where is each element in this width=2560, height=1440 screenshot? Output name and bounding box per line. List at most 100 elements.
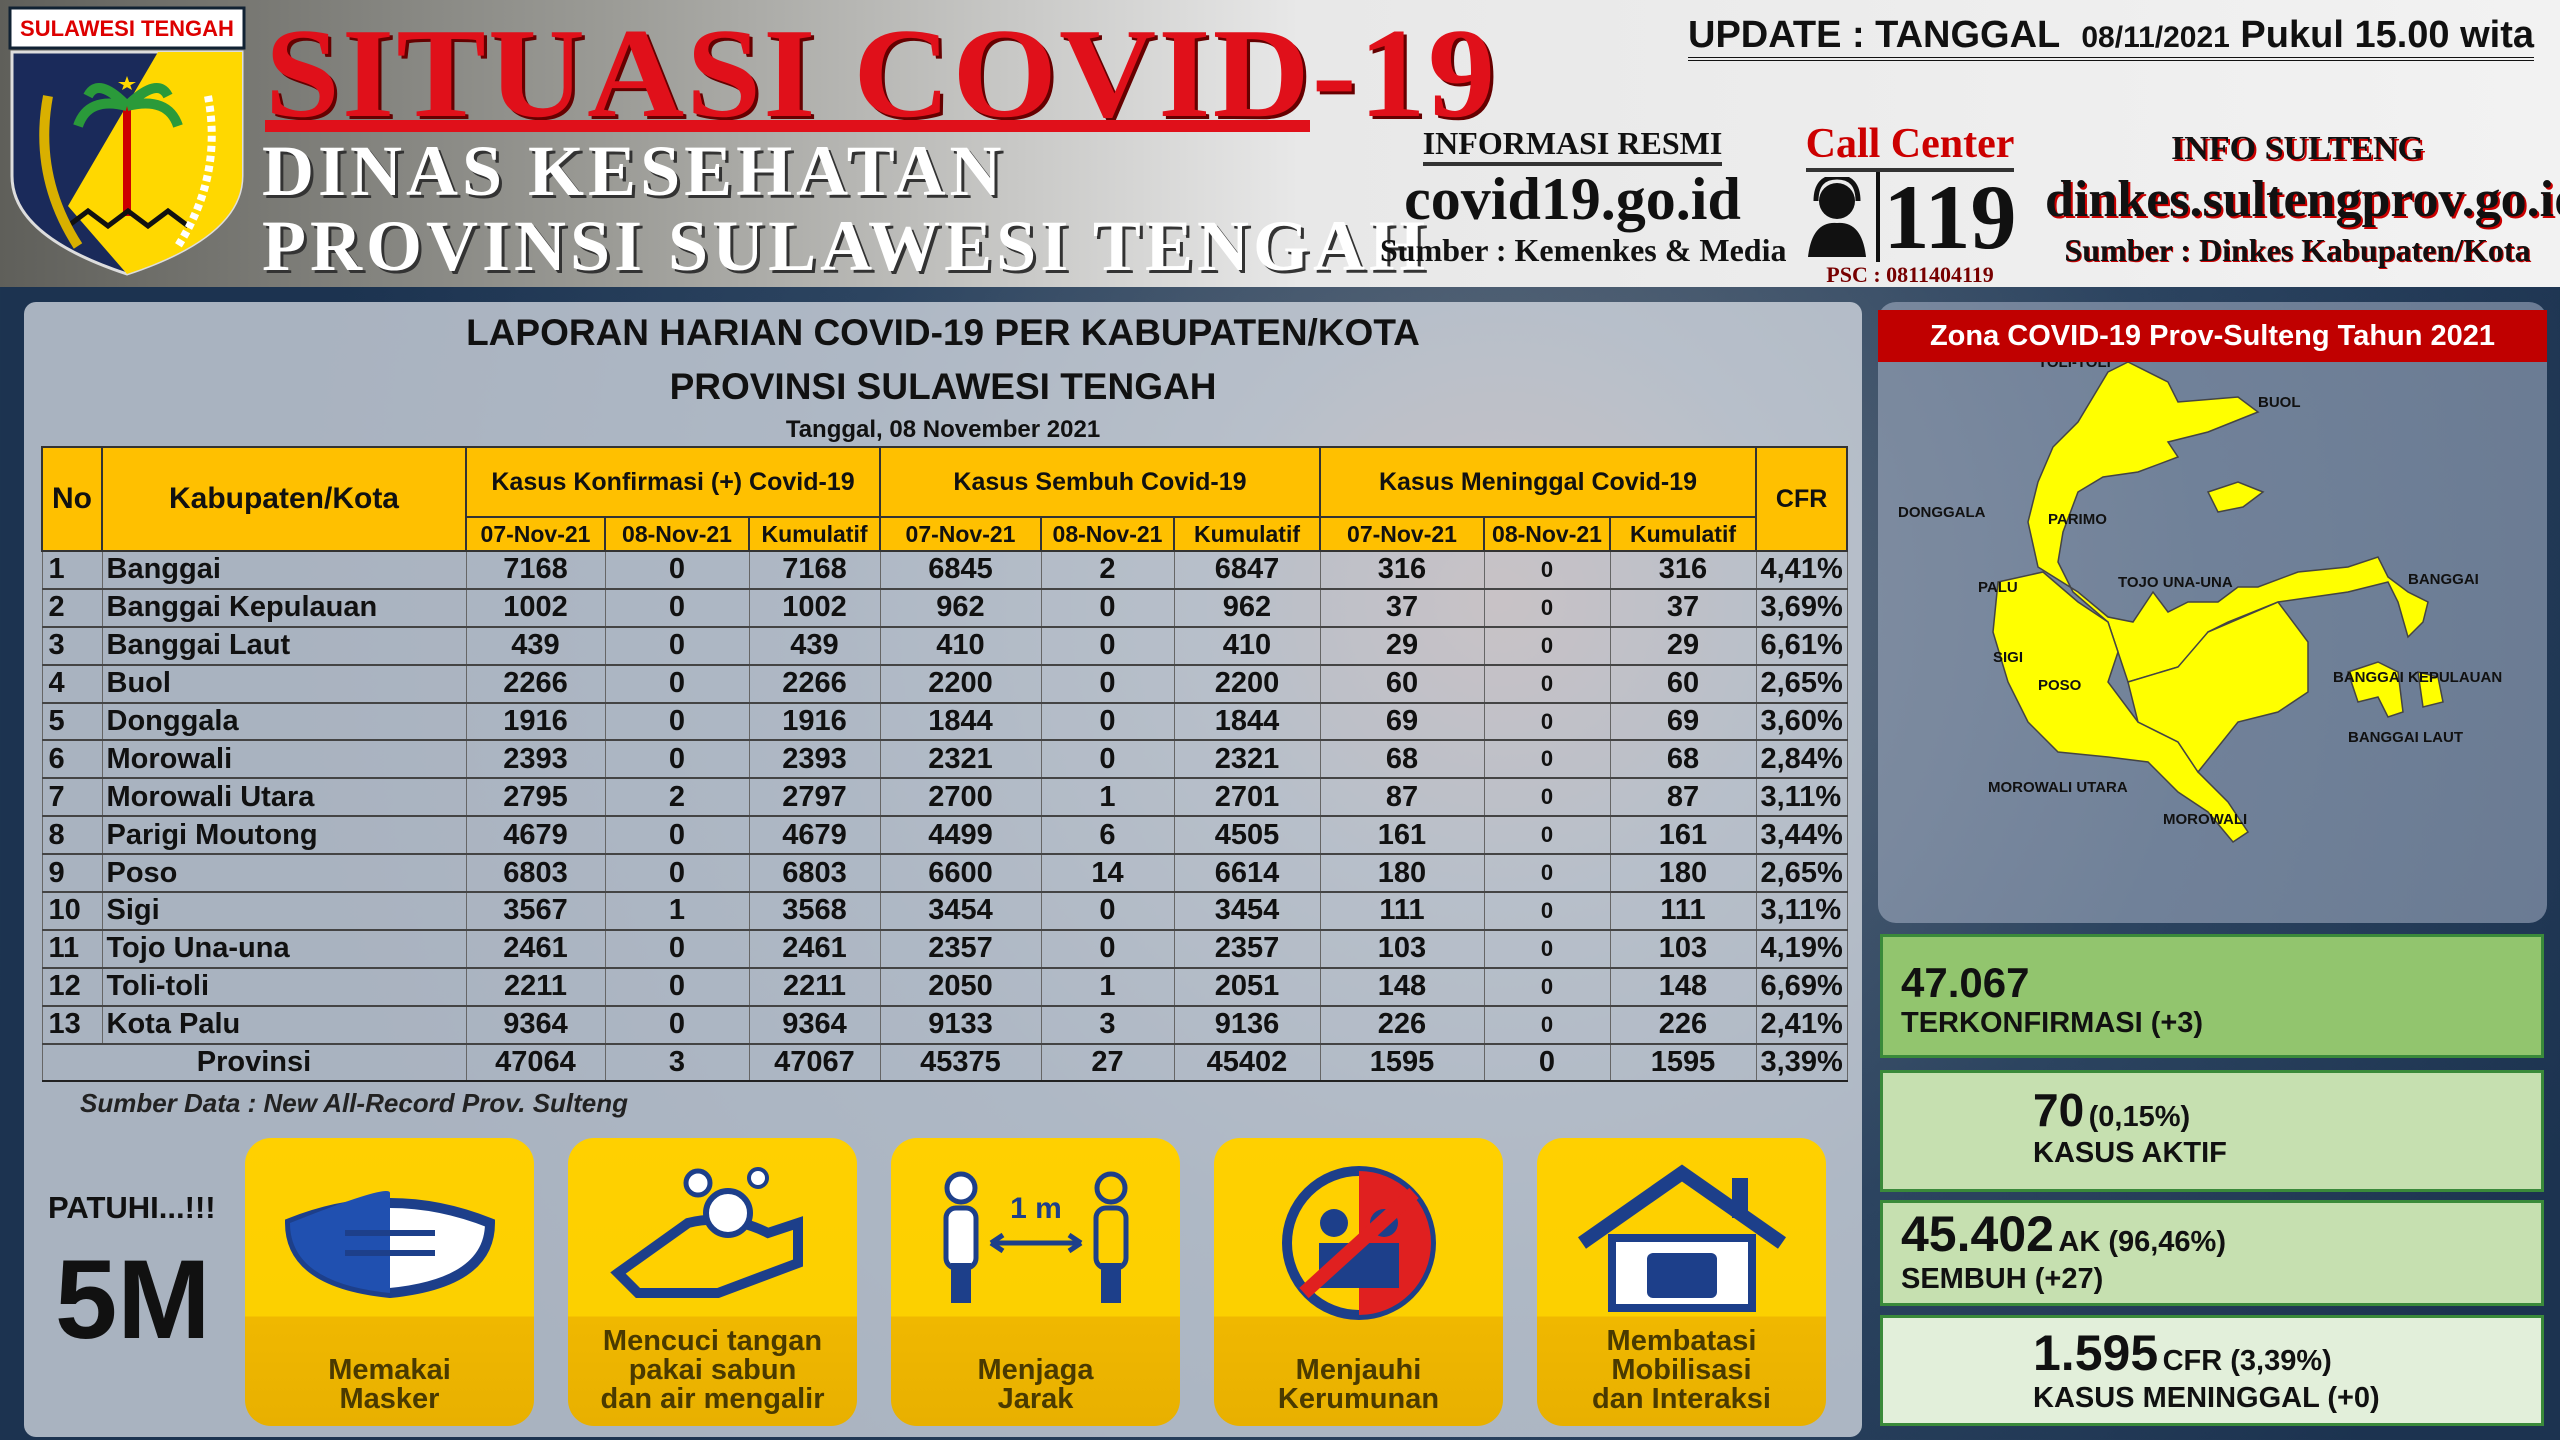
cell-value: 4679 — [748, 815, 881, 856]
sulteng-site-link[interactable]: dinkes.sultengprov.go.id — [2045, 171, 2560, 228]
cell-value: 180 — [1609, 853, 1757, 894]
subcol-d1: 07-Nov-21 — [1319, 516, 1485, 552]
cell-value: 9364 — [748, 1004, 881, 1045]
sulteng-info: INFO SULTENG dinkes.sultengprov.go.id Su… — [2045, 130, 2560, 268]
region-name: Parigi Moutong — [101, 815, 467, 856]
cell-value: 161 — [1609, 815, 1757, 856]
total-value: 3,39% — [1755, 1042, 1848, 1083]
col-region: Kabupaten/Kota — [101, 446, 467, 552]
cell-value: 316 — [1609, 550, 1757, 590]
total-value: 1595 — [1609, 1042, 1757, 1083]
cell-value: 6,69% — [1755, 966, 1848, 1007]
cell-value: 3,11% — [1755, 891, 1848, 931]
campaign-card-3: 1 m Menjaga Jarak — [891, 1138, 1180, 1426]
stat-recovered: 45.402 AK (96,46%) SEMBUH (+27) — [1880, 1200, 2544, 1306]
cell-value: 962 — [1173, 587, 1321, 628]
svg-text:SULAWESI TENGAH: SULAWESI TENGAH — [20, 16, 234, 41]
map-label: BANGGAI KEPULAUAN — [2333, 669, 2502, 686]
total-value: 27 — [1040, 1042, 1175, 1083]
cell-value: 6845 — [879, 550, 1042, 590]
map-label: SIGI — [1993, 649, 2023, 666]
cell-value: 226 — [1319, 1004, 1485, 1045]
cell-value: 2050 — [879, 966, 1042, 1007]
map-label: TOJO UNA-UNA — [2118, 574, 2233, 591]
cell-value: 9136 — [1173, 1004, 1321, 1045]
cell-value: 0 — [1040, 739, 1175, 780]
col-cfr: CFR — [1754, 446, 1849, 552]
cell-value: 0 — [1483, 777, 1611, 818]
region-name: Morowali — [101, 739, 467, 780]
cell-value: 0 — [1483, 625, 1611, 666]
province-map-shape — [1992, 361, 2444, 843]
cell-value: 2461 — [465, 928, 606, 969]
update-timestamp: UPDATE : TANGGAL 08/11/2021 Pukul 15.00 … — [1688, 14, 2534, 61]
row-number: 12 — [41, 966, 103, 1007]
daily-report-table: No Kabupaten/Kota Kasus Konfirmasi (+) C… — [41, 446, 1849, 1083]
cell-value: 68 — [1319, 739, 1485, 780]
report-subtitle: PROVINSI SULAWESI TENGAH — [669, 366, 1217, 407]
cell-value: 4499 — [879, 815, 1042, 856]
cell-value: 3,44% — [1755, 815, 1848, 856]
cell-value: 161 — [1319, 815, 1485, 856]
subcol-d2: 08-Nov-21 — [1040, 516, 1175, 552]
cell-value: 6 — [1040, 815, 1175, 856]
table-row: 2 Banggai Kepulauan 1002 0 1002 962 0 962 37 0 37 3… — [41, 587, 1848, 628]
region-name: Tojo Una-una — [101, 928, 467, 969]
cell-value: 6614 — [1173, 853, 1321, 894]
patuhi-label: PATUHI...!!! — [48, 1190, 216, 1225]
cell-value: 4505 — [1173, 815, 1321, 856]
row-number: 13 — [41, 1004, 103, 1045]
table-row: 1 Banggai 7168 0 7168 6845 2 6847 316 0 316 4,41% — [41, 550, 1848, 590]
row-number: 5 — [41, 701, 103, 742]
card-label: Mencuci tangan — [602, 1325, 823, 1357]
row-number: 8 — [41, 815, 103, 856]
cell-value: 6,61% — [1755, 625, 1848, 666]
cell-value: 2200 — [879, 663, 1042, 704]
cell-value: 6600 — [879, 853, 1042, 894]
cell-value: 111 — [1609, 891, 1757, 931]
cell-value: 0 — [604, 587, 750, 628]
cell-value: 0 — [604, 701, 750, 742]
cell-value: 0 — [1483, 891, 1611, 931]
cell-value: 29 — [1319, 625, 1485, 666]
cell-value: 0 — [1483, 966, 1611, 1007]
col-group-meninggal: Kasus Meninggal Covid-19 — [1319, 446, 1757, 518]
agency-name: DINAS KESEHATAN — [262, 131, 1006, 211]
card-label: Masker — [339, 1383, 440, 1415]
cell-value: 60 — [1609, 663, 1757, 704]
cell-value: 3,11% — [1755, 777, 1848, 818]
cell-value: 1002 — [748, 587, 881, 628]
map-label: MOROWALI UTARA — [1988, 779, 2128, 796]
stat-confirmed: 47.067 TERKONFIRMASI (+3) — [1880, 934, 2544, 1058]
cell-value: 0 — [1040, 625, 1175, 666]
cell-value: 14 — [1040, 853, 1175, 894]
total-label: Provinsi — [41, 1042, 467, 1083]
cell-value: 2 — [1040, 550, 1175, 590]
map-label: BANGGAI — [2408, 571, 2479, 588]
cell-value: 439 — [748, 625, 881, 666]
official-site-link[interactable]: covid19.go.id — [1404, 166, 1741, 232]
svg-text:1 m: 1 m — [1010, 1192, 1062, 1225]
region-name: Buol — [101, 663, 467, 704]
table-row: 3 Banggai Laut 439 0 439 410 0 410 29 0 29 6,61% — [41, 625, 1848, 666]
cell-value: 0 — [1483, 928, 1611, 969]
row-number: 1 — [41, 550, 103, 590]
cell-value: 2200 — [1173, 663, 1321, 704]
cell-value: 6847 — [1173, 550, 1321, 590]
row-number: 9 — [41, 853, 103, 894]
cell-value: 0 — [604, 1004, 750, 1045]
cell-value: 0 — [604, 625, 750, 666]
cell-value: 0 — [604, 966, 750, 1007]
cell-value: 87 — [1319, 777, 1485, 818]
map-label: BANGGAI LAUT — [2348, 729, 2463, 746]
region-name: Kota Palu — [101, 1004, 467, 1045]
cell-value: 1916 — [748, 701, 881, 742]
region-name: Poso — [101, 853, 467, 894]
cell-value: 2266 — [465, 663, 606, 704]
cell-value: 69 — [1319, 701, 1485, 742]
cell-value: 2321 — [879, 739, 1042, 780]
cell-value: 2393 — [748, 739, 881, 780]
cell-value: 2795 — [465, 777, 606, 818]
cell-value: 2,41% — [1755, 1004, 1848, 1045]
title-divider — [265, 120, 1310, 132]
